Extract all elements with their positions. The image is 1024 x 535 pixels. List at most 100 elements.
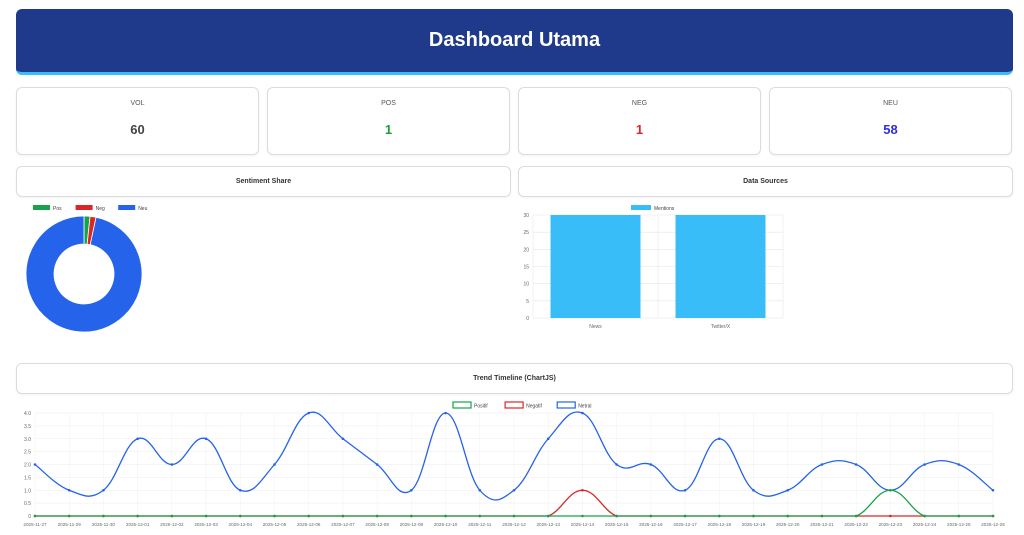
x-tick-label: 2025-12-26 xyxy=(981,522,1005,527)
data-point-netral xyxy=(410,488,413,492)
legend-swatch xyxy=(631,205,651,210)
x-tick-label: 2025-11-29 xyxy=(58,522,82,527)
kpi-value: 58 xyxy=(883,122,898,137)
data-point-netral xyxy=(33,463,37,466)
x-tick-label: 2025-12-10 xyxy=(434,522,458,527)
legend-swatch xyxy=(33,205,50,210)
legend-swatch xyxy=(504,401,524,409)
data-point-positif xyxy=(67,514,71,518)
kpi-value: 60 xyxy=(130,122,145,137)
x-tick-label: 2025-12-12 xyxy=(502,522,526,527)
dashboard-header: Dashboard Utama xyxy=(16,9,1013,75)
data-point-positif xyxy=(991,514,995,518)
data-point-netral xyxy=(238,488,242,492)
data-point-positif xyxy=(410,514,413,518)
trend-line-chart: Positif Negatif Netral 0 0.5 1.0 1.5 2.0 2.5 3.0 3… xyxy=(23,401,1005,527)
data-point-netral xyxy=(478,488,482,492)
kpi-card-neg: NEG 1 xyxy=(518,87,761,155)
x-tick-label: 2025-12-13 xyxy=(536,522,560,527)
data-point-netral xyxy=(273,463,276,466)
data-point-positif xyxy=(683,514,687,518)
kpi-label: VOL xyxy=(130,100,145,107)
data-point-negatif xyxy=(889,514,892,518)
data-point-positif xyxy=(204,514,208,518)
data-point-positif xyxy=(33,514,37,518)
x-tick-label: 2025-12-02 xyxy=(160,522,184,527)
kpi-card-neu: NEU 58 xyxy=(769,87,1012,155)
y-tick-label: 2.5 xyxy=(24,450,31,456)
data-point-positif xyxy=(581,514,584,518)
data-point-positif xyxy=(717,514,721,518)
y-tick-label: 2.0 xyxy=(24,463,31,469)
data-point-netral xyxy=(444,411,447,415)
data-point-positif xyxy=(170,514,174,518)
data-point-netral xyxy=(820,463,824,466)
data-point-positif xyxy=(546,514,550,518)
x-tick-label: 2025-12-17 xyxy=(673,522,697,527)
data-point-netral xyxy=(581,411,584,415)
legend-swatch xyxy=(556,401,576,409)
x-tick-label: 2025-12-06 xyxy=(297,522,321,527)
x-tick-label: 2025-12-14 xyxy=(571,522,595,527)
data-point-netral xyxy=(512,488,516,492)
x-tick-label: 2025-12-04 xyxy=(229,522,253,527)
y-tick-label: 0.5 xyxy=(24,501,31,507)
data-point-positif xyxy=(102,514,105,518)
data-point-netral xyxy=(307,411,311,415)
x-tick-label: 2025-12-23 xyxy=(879,522,903,527)
series-line-netral xyxy=(34,411,994,501)
data-sources-bar-chart: Mentions 0 5 10 15 20 25 30 News Twitter/X xyxy=(523,205,784,330)
y-tick-label: 30 xyxy=(523,213,529,219)
data-point-positif xyxy=(923,514,926,518)
data-point-netral xyxy=(204,437,208,441)
legend-label: Neu xyxy=(138,206,147,212)
data-point-positif xyxy=(341,514,345,518)
data-point-positif xyxy=(273,514,276,518)
x-tick-label: Twitter/X xyxy=(711,324,731,330)
data-point-netral xyxy=(854,463,858,466)
x-tick-label: 2025-12-24 xyxy=(913,522,937,527)
y-tick-label: 1.0 xyxy=(24,488,31,494)
y-tick-label: 15 xyxy=(523,265,529,271)
bar-news xyxy=(550,215,641,318)
donut-slice-neu xyxy=(25,215,143,333)
kpi-card-pos: POS 1 xyxy=(267,87,510,155)
legend-swatch xyxy=(75,205,93,210)
data-point-positif xyxy=(957,514,961,518)
data-point-netral xyxy=(67,488,71,492)
kpi-value: 1 xyxy=(384,122,393,137)
legend-label: Positif xyxy=(474,404,488,410)
data-point-positif xyxy=(478,514,482,518)
data-point-positif xyxy=(375,514,379,518)
data-point-netral xyxy=(615,463,618,466)
data-point-negatif xyxy=(581,488,584,492)
legend-label: Neg xyxy=(96,206,105,212)
data-point-positif xyxy=(854,514,858,518)
data-point-netral xyxy=(341,437,345,441)
y-tick-label: 10 xyxy=(523,282,529,288)
data-point-positif xyxy=(889,488,892,492)
x-tick-label: 2025-12-07 xyxy=(331,522,355,527)
kpi-card-vol: VOL 60 xyxy=(16,87,259,155)
x-tick-label: News xyxy=(589,324,602,330)
sentiment-share-header: Sentiment Share xyxy=(16,166,511,197)
section-title: Data Sources xyxy=(743,178,788,185)
x-tick-label: 2025-12-15 xyxy=(605,522,629,527)
x-tick-label: 2025-12-20 xyxy=(776,522,800,527)
data-point-netral xyxy=(717,437,721,441)
kpi-value: 1 xyxy=(635,122,644,137)
data-point-netral xyxy=(649,463,653,466)
data-point-netral xyxy=(786,488,790,492)
x-tick-label: 2025-12-25 xyxy=(947,522,971,527)
y-tick-label: 5 xyxy=(526,299,529,305)
x-tick-label: 2025-12-09 xyxy=(400,522,424,527)
data-point-positif xyxy=(238,514,242,518)
y-tick-label: 0 xyxy=(28,514,31,520)
data-point-positif xyxy=(444,514,447,518)
data-point-netral xyxy=(170,463,174,466)
data-point-positif xyxy=(615,514,618,518)
data-point-positif xyxy=(307,514,311,518)
y-tick-label: 25 xyxy=(523,230,529,236)
trend-timeline-header: Trend Timeline (ChartJS) xyxy=(16,363,1013,394)
section-title: Trend Timeline (ChartJS) xyxy=(473,375,556,382)
